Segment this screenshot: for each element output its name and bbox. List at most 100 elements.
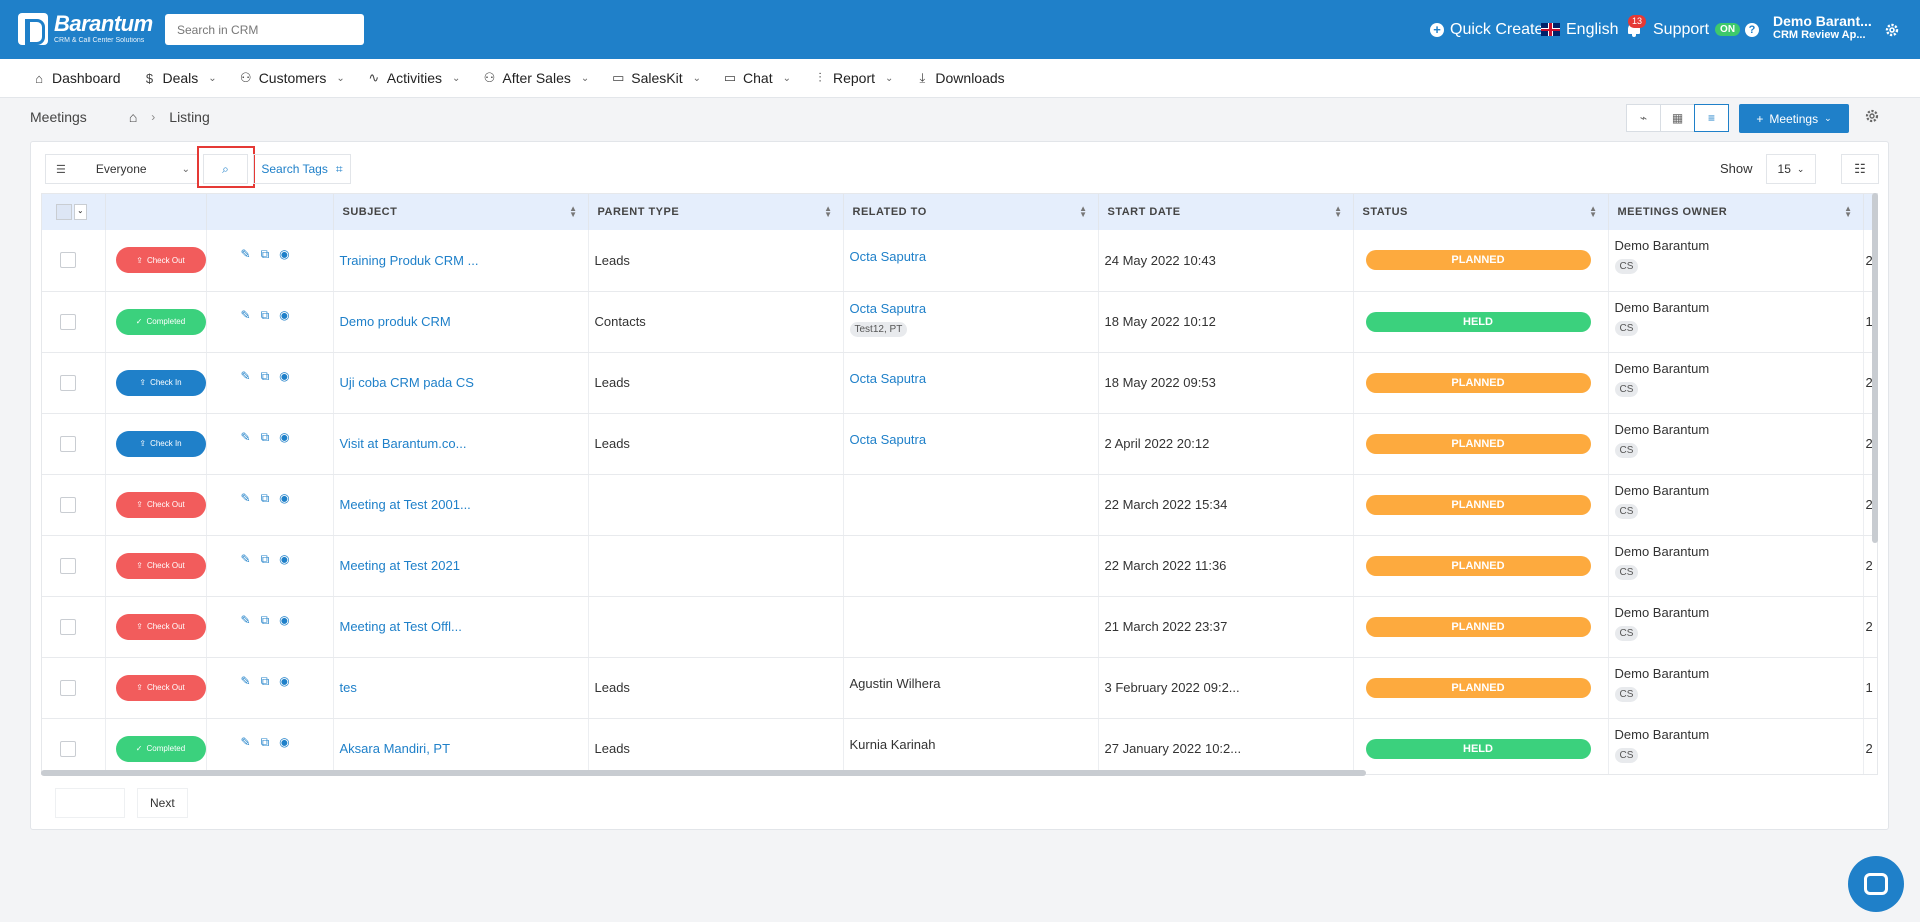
edit-icon[interactable]: ✎: [240, 369, 251, 383]
checkin-action-button[interactable]: ⇪ Check In: [115, 430, 206, 457]
view-icon[interactable]: ◉: [279, 613, 290, 627]
search-tags-button[interactable]: Search Tags ⌗: [253, 154, 351, 184]
nav-dashboard[interactable]: ⌂ Dashboard: [32, 70, 120, 86]
duplicate-icon[interactable]: ⧉: [260, 308, 270, 322]
chat-widget-button[interactable]: [1848, 856, 1904, 912]
related-to[interactable]: Octa Saputra: [849, 432, 927, 447]
settings-gear-icon[interactable]: [1864, 108, 1880, 124]
column-header[interactable]: RELATED TO ▲ ▼: [843, 194, 1099, 230]
related-to[interactable]: Octa Saputra: [849, 371, 927, 386]
user-menu[interactable]: Demo Barant... CRM Review Ap...: [1773, 13, 1872, 41]
edit-icon[interactable]: ✎: [240, 308, 251, 322]
duplicate-icon[interactable]: ⧉: [260, 430, 270, 444]
row-checkbox[interactable]: [60, 618, 76, 635]
checkin-action-button[interactable]: ⇪ Check Out: [115, 552, 206, 579]
edit-icon[interactable]: ✎: [240, 491, 251, 505]
quick-create-button[interactable]: + Quick Create: [1430, 0, 1543, 59]
notifications-button[interactable]: [1627, 0, 1641, 59]
select-all-checkbox[interactable]: [56, 204, 72, 220]
logo[interactable]: Barantum CRM & Call Center Solutions: [18, 13, 153, 45]
view-icon[interactable]: ◉: [279, 308, 290, 322]
duplicate-icon[interactable]: ⧉: [260, 369, 270, 383]
view-icon[interactable]: ◉: [279, 552, 290, 566]
checkin-action-button[interactable]: ⇪ Check Out: [115, 613, 206, 640]
column-settings-button[interactable]: ☷: [1841, 154, 1879, 184]
view-icon[interactable]: ◉: [279, 430, 290, 444]
column-header[interactable]: SUBJECT ▲ ▼: [333, 194, 589, 230]
subject-link[interactable]: tes: [339, 680, 357, 695]
related-to[interactable]: Octa Saputra: [849, 248, 927, 264]
owner-filter-select[interactable]: ☰ Everyone ⌄: [45, 154, 199, 184]
checkin-action-button[interactable]: ⇪ Check Out: [115, 491, 206, 518]
search-button[interactable]: ⌕: [203, 154, 248, 184]
checkin-action-button[interactable]: ⇪ Check Out: [115, 247, 206, 274]
list-view-button[interactable]: ≡: [1694, 104, 1729, 132]
page-size-select[interactable]: 15 ⌄: [1766, 154, 1816, 184]
checkin-action-button[interactable]: ⇪ Check Out: [115, 674, 206, 701]
edit-icon[interactable]: ✎: [240, 552, 251, 566]
edit-icon[interactable]: ✎: [240, 735, 251, 749]
select-dropdown-icon[interactable]: ⌄: [74, 204, 87, 220]
row-checkbox[interactable]: [60, 496, 76, 513]
duplicate-icon[interactable]: ⧉: [260, 552, 270, 566]
duplicate-icon[interactable]: ⧉: [260, 735, 270, 749]
edit-icon[interactable]: ✎: [240, 674, 251, 688]
view-icon[interactable]: ◉: [279, 246, 290, 261]
subject-link[interactable]: Meeting at Test Offl...: [339, 619, 462, 634]
checkin-action-button[interactable]: ✓ Completed: [115, 735, 206, 762]
nav-report[interactable]: ⫶ Report ⌄: [813, 70, 893, 86]
gear-icon[interactable]: [1884, 22, 1900, 38]
row-checkbox[interactable]: [60, 557, 76, 574]
chart-view-button[interactable]: ⌁: [1626, 104, 1661, 132]
duplicate-icon[interactable]: ⧉: [260, 674, 270, 688]
column-header[interactable]: STATUS ▲ ▼: [1353, 194, 1609, 230]
row-checkbox[interactable]: [60, 740, 76, 757]
subject-link[interactable]: Aksara Mandiri, PT: [339, 741, 451, 756]
subject-link[interactable]: Meeting at Test 2001...: [339, 497, 471, 512]
meetings-table-container[interactable]: ⌄ SUBJECT ▲ ▼ PARENT TYPE ▲ ▼ RELATED TO ▲ ▼ S…: [41, 193, 1878, 775]
row-checkbox[interactable]: [60, 679, 76, 696]
next-button[interactable]: Next: [137, 788, 188, 818]
row-checkbox[interactable]: [60, 435, 76, 452]
nav-saleskit[interactable]: ▭ SalesKit ⌄: [611, 70, 701, 86]
subject-link[interactable]: Visit at Barantum.co...: [339, 436, 467, 451]
column-header[interactable]: MEETINGS OWNER ▲ ▼: [1608, 194, 1864, 230]
nav-after-sales[interactable]: ⚇ After Sales ⌄: [482, 70, 590, 86]
nav-chat[interactable]: ▭ Chat ⌄: [723, 70, 791, 86]
duplicate-icon[interactable]: ⧉: [260, 246, 270, 261]
calendar-view-button[interactable]: ▦: [1660, 104, 1695, 132]
help-button[interactable]: ?: [1745, 0, 1759, 59]
view-icon[interactable]: ◉: [279, 735, 290, 749]
nav-activities[interactable]: ∿ Activities ⌄: [367, 70, 460, 86]
subject-link[interactable]: Meeting at Test 2021: [339, 558, 460, 573]
language-selector[interactable]: English: [1541, 0, 1618, 59]
view-icon[interactable]: ◉: [279, 369, 290, 383]
column-header[interactable]: PARENT TYPE ▲ ▼: [588, 194, 844, 230]
row-checkbox[interactable]: [60, 374, 76, 391]
horizontal-scrollbar[interactable]: [41, 770, 1366, 776]
related-to[interactable]: Octa Saputra: [849, 300, 927, 316]
duplicate-icon[interactable]: ⧉: [260, 613, 270, 627]
checkin-action-button[interactable]: ⇪ Check In: [115, 369, 206, 396]
subject-link[interactable]: Training Produk CRM ...: [339, 252, 479, 268]
crm-search-input[interactable]: [165, 14, 364, 45]
checkin-action-button[interactable]: ✓ Completed: [115, 308, 206, 335]
edit-icon[interactable]: ✎: [240, 613, 251, 627]
add-meeting-button[interactable]: + Meetings ⌄: [1739, 104, 1849, 133]
nav-customers[interactable]: ⚇ Customers ⌄: [239, 70, 345, 86]
subject-link[interactable]: Uji coba CRM pada CS: [339, 375, 474, 390]
column-header[interactable]: START DATE ▲ ▼: [1098, 194, 1354, 230]
view-icon[interactable]: ◉: [279, 674, 290, 688]
edit-icon[interactable]: ✎: [240, 246, 251, 261]
edit-icon[interactable]: ✎: [240, 430, 251, 444]
previous-button[interactable]: [55, 788, 125, 818]
row-checkbox[interactable]: [60, 313, 76, 330]
nav-deals[interactable]: $ Deals ⌄: [143, 70, 217, 86]
vertical-scrollbar[interactable]: [1872, 193, 1878, 543]
duplicate-icon[interactable]: ⧉: [260, 491, 270, 505]
row-checkbox[interactable]: [60, 252, 76, 269]
view-icon[interactable]: ◉: [279, 491, 290, 505]
home-icon[interactable]: ⌂: [128, 109, 138, 125]
subject-link[interactable]: Demo produk CRM: [339, 314, 451, 329]
nav-downloads[interactable]: ⤓ Downloads: [915, 70, 1005, 86]
